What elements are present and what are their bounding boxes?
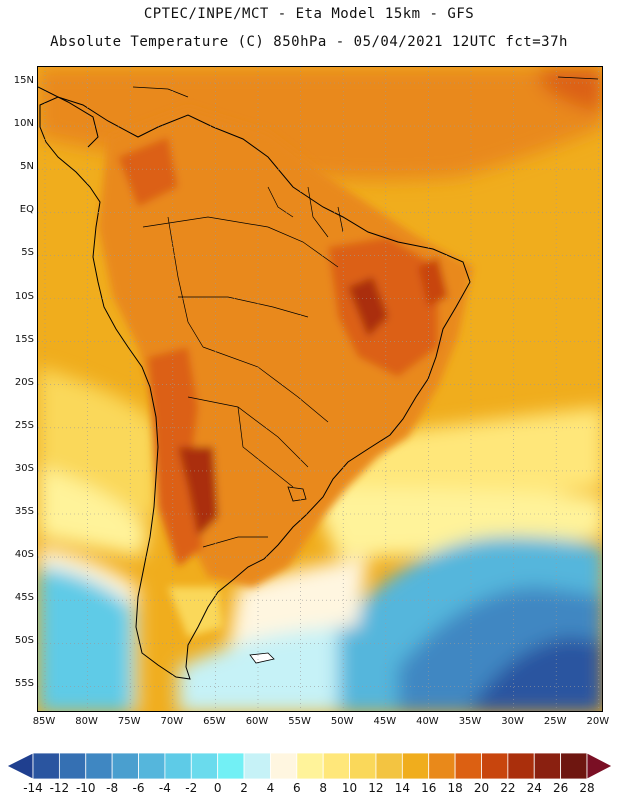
colorbar-swatch: [243, 752, 271, 780]
colorbar-label: -4: [158, 781, 171, 795]
latitude-label: 15N: [13, 75, 34, 86]
longitude-label: 80W: [75, 716, 98, 727]
longitude-label: 35W: [458, 716, 482, 727]
colorbar-label: 4: [266, 781, 275, 795]
colorbar-label: 6: [292, 781, 301, 795]
temperature-field: [38, 67, 602, 711]
colorbar-swatch: [428, 752, 456, 780]
colorbar-swatch: [138, 752, 166, 780]
latitude-label: 35S: [14, 506, 34, 517]
longitude-label: 25W: [543, 716, 567, 727]
colorbar-label: 0: [213, 781, 222, 795]
colorbar-swatch: [85, 752, 113, 780]
longitude-label: 50W: [330, 716, 354, 727]
latitude-label: 50S: [14, 635, 34, 647]
colorbar-label: 24: [526, 781, 542, 795]
colorbar-label: 22: [500, 781, 516, 795]
colorbar-label: 20: [473, 781, 490, 795]
latitude-label: 5S: [21, 247, 34, 259]
colorbar-swatch: [217, 752, 245, 780]
temperature-map: [37, 66, 603, 712]
colorbar-swatch: [111, 752, 139, 780]
colorbar-swatch: [190, 752, 219, 780]
colorbar-label: 16: [421, 781, 437, 795]
colorbar-swatch: [375, 752, 403, 780]
latitude-label: 15S: [14, 333, 34, 345]
longitude-label: 45W: [373, 716, 397, 727]
colorbar-label: 28: [579, 781, 595, 795]
colorbar-swatch: [507, 752, 535, 780]
colorbar-label: -8: [106, 781, 119, 795]
longitude-label: 85W: [32, 716, 56, 727]
latitude-label: 40S: [14, 549, 34, 561]
temperature-colorbar: [6, 752, 613, 780]
colorbar-label: -6: [132, 781, 145, 795]
colorbar-swatch: [586, 752, 613, 780]
map-title-line-1: CPTEC/INPE/MCT - Eta Model 15km - GFS: [143, 6, 475, 22]
colorbar-label: -14: [23, 781, 43, 795]
colorbar-swatch: [560, 752, 588, 780]
latitude-label: EQ: [19, 204, 34, 216]
latitude-label: 55S: [14, 678, 34, 690]
longitude-label: 30W: [501, 716, 524, 727]
colorbar-label: 14: [394, 781, 410, 795]
colorbar-label: 10: [341, 781, 358, 795]
colorbar-swatch: [454, 752, 482, 780]
colorbar-label: 2: [240, 781, 248, 795]
latitude-label: 5N: [20, 161, 34, 173]
colorbar-swatch: [322, 752, 350, 780]
colorbar-label: 26: [552, 781, 569, 795]
colorbar-swatch: [296, 752, 324, 780]
colorbar-swatch: [270, 752, 298, 780]
latitude-label: 20S: [14, 376, 34, 388]
longitude-label: 20W: [586, 716, 610, 727]
colorbar-swatch: [32, 752, 60, 780]
colorbar-label: -2: [185, 781, 198, 795]
longitude-label: 40W: [416, 716, 439, 727]
colorbar-label: -10: [75, 781, 96, 795]
colorbar-swatch: [349, 752, 377, 780]
map-title-line-2: Absolute Temperature (C) 850hPa - 05/04/…: [50, 34, 568, 50]
colorbar-label: 8: [319, 781, 327, 795]
colorbar-swatch: [533, 752, 562, 780]
latitude-label: 10S: [14, 290, 34, 302]
colorbar-label: -12: [49, 781, 70, 795]
longitude-label: 60W: [245, 716, 269, 727]
longitude-label: 65W: [203, 716, 226, 727]
colorbar-swatch: [6, 752, 34, 780]
colorbar-swatch: [481, 752, 509, 780]
longitude-label: 75W: [117, 716, 141, 727]
latitude-label: 10N: [13, 118, 34, 130]
colorbar-label: 18: [447, 781, 463, 795]
longitude-label: 70W: [160, 716, 184, 727]
latitude-label: 25S: [14, 419, 34, 431]
longitude-label: 55W: [288, 716, 311, 727]
colorbar-swatch: [58, 752, 87, 780]
colorbar-swatch: [164, 752, 192, 780]
colorbar-swatch: [401, 752, 430, 780]
latitude-label: 45S: [14, 592, 34, 604]
latitude-label: 30S: [14, 462, 34, 474]
colorbar-label: 12: [368, 781, 384, 795]
